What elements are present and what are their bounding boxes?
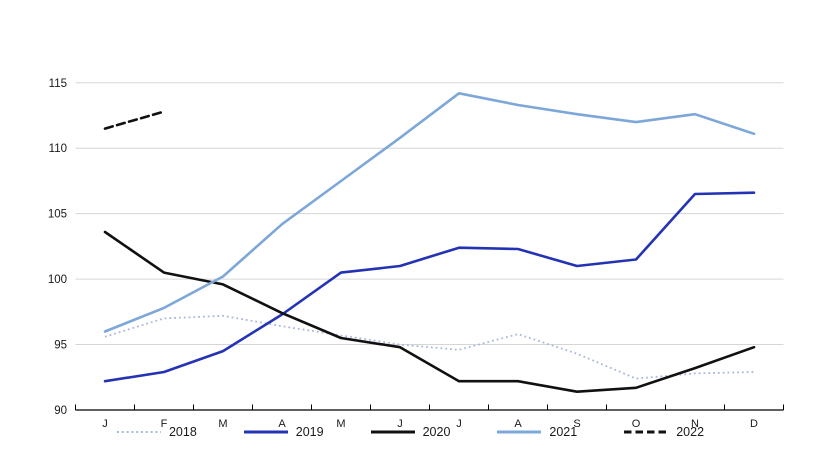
- x-tick-label: A: [278, 418, 286, 430]
- x-tick-label: J: [456, 418, 462, 430]
- legend-swatch-dotted-line-icon: [116, 431, 161, 434]
- legend-item-2020: 2020: [370, 425, 451, 439]
- x-tick-label: S: [573, 418, 580, 430]
- legend-item-2022: 2022: [623, 426, 704, 439]
- series-line-2018: [104, 314, 755, 380]
- y-tick-label: 115: [49, 78, 67, 90]
- x-tick-label: M: [218, 418, 227, 430]
- x-tick-label: O: [632, 418, 641, 430]
- x-tick-label: M: [336, 418, 345, 430]
- x-tick-label: J: [102, 418, 108, 430]
- y-tick-label: 110: [49, 143, 67, 155]
- legend: 2018 2019 2020 2021 2022: [0, 426, 820, 439]
- series-line-2022: [103, 110, 166, 130]
- x-tick-label: A: [514, 418, 522, 430]
- series-line-2021: [103, 92, 756, 333]
- legend-item-2018: 2018: [116, 426, 197, 439]
- legend-label: 2020: [422, 425, 451, 439]
- series-line-2019: [103, 191, 756, 383]
- legend-label: 2019: [295, 425, 324, 439]
- x-tick-label: D: [750, 418, 758, 430]
- y-axis-labels: 90 95 100 105 110 115: [48, 78, 67, 417]
- x-tick-label: J: [397, 418, 403, 430]
- y-tick-label: 105: [48, 209, 67, 221]
- legend-label: 2021: [549, 425, 578, 439]
- x-tick-label: N: [691, 418, 699, 430]
- series-lines: [103, 92, 756, 393]
- legend-swatch-solid-line-icon: [370, 430, 415, 434]
- legend-label: 2022: [676, 425, 705, 439]
- legend-item-2021: 2021: [496, 426, 577, 439]
- legend-label: 2018: [168, 425, 197, 439]
- legend-item-2019: 2019: [243, 426, 324, 439]
- legend-swatch-solid-line-icon: [243, 430, 288, 434]
- x-axis: [75, 404, 784, 411]
- y-tick-label: 95: [54, 340, 67, 352]
- y-tick-label: 90: [54, 405, 67, 417]
- legend-swatch-solid-line-icon: [497, 430, 542, 434]
- y-tick-label: 100: [48, 274, 67, 286]
- legend-swatch-dashed-line-icon: [624, 430, 669, 434]
- x-tick-label: F: [161, 418, 168, 430]
